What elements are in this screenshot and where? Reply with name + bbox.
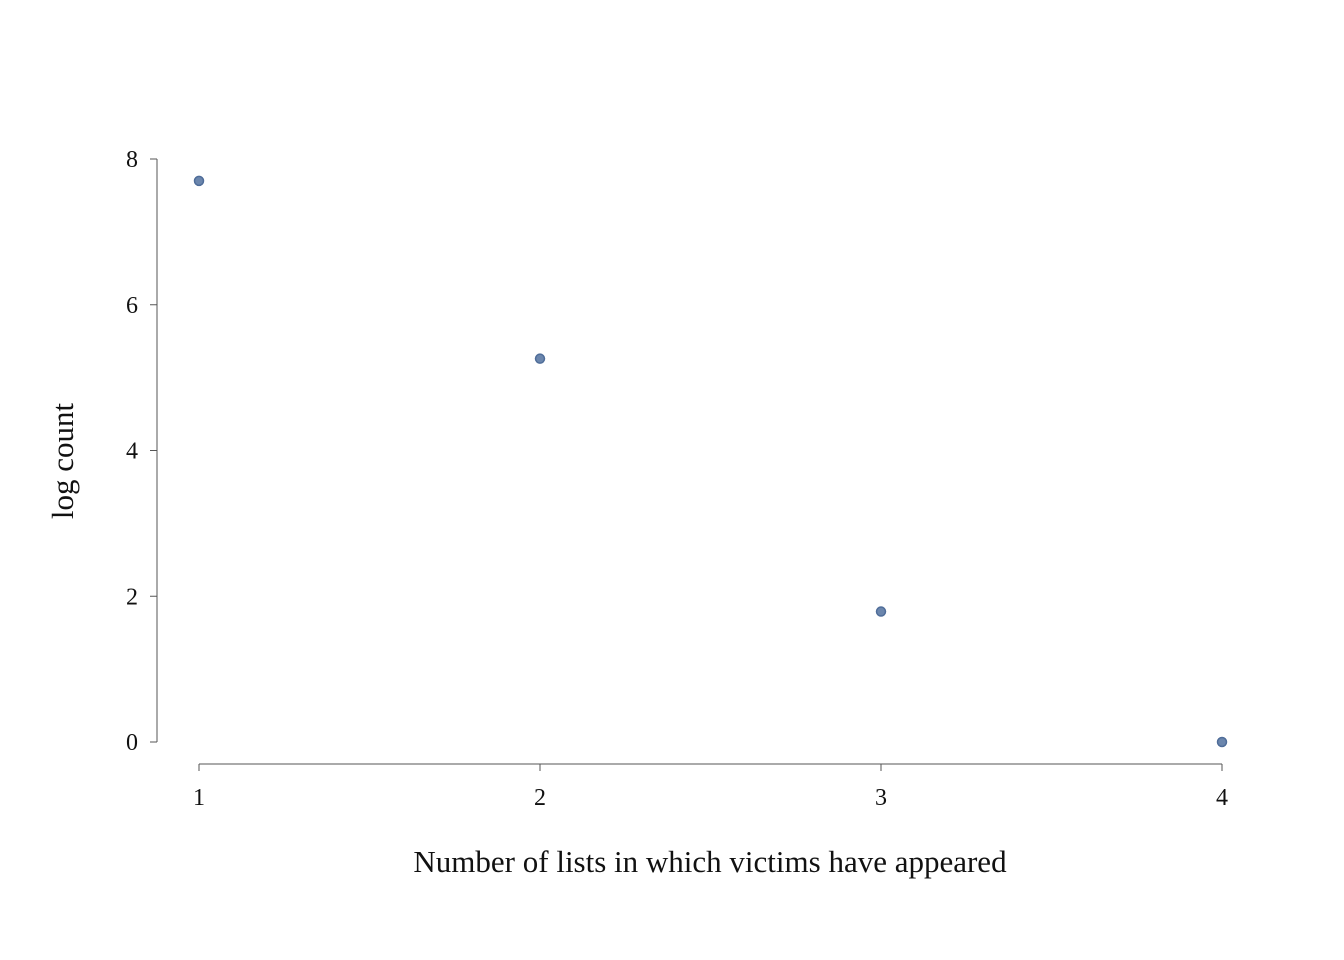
y-tick-label: 0 <box>126 730 138 756</box>
x-tick-label: 1 <box>193 785 205 811</box>
data-point <box>1216 736 1228 748</box>
y-tick-label: 4 <box>126 439 138 465</box>
y-ticks: 0 2 4 6 8 <box>126 147 157 756</box>
data-point <box>534 353 546 364</box>
y-tick-label: 2 <box>126 584 138 610</box>
data-point <box>875 606 887 617</box>
x-tick-label: 2 <box>534 785 546 811</box>
x-tick-label: 4 <box>1216 785 1228 811</box>
data-point <box>193 175 205 187</box>
data-points <box>193 175 1228 748</box>
y-tick-label: 6 <box>126 293 138 319</box>
x-axis-title: Number of lists in which victims have ap… <box>413 844 1007 879</box>
x-ticks: 1 2 3 4 <box>193 764 1228 811</box>
x-tick-label: 3 <box>875 785 887 811</box>
y-axis-title: log count <box>45 403 80 520</box>
y-tick-label: 8 <box>126 147 138 173</box>
